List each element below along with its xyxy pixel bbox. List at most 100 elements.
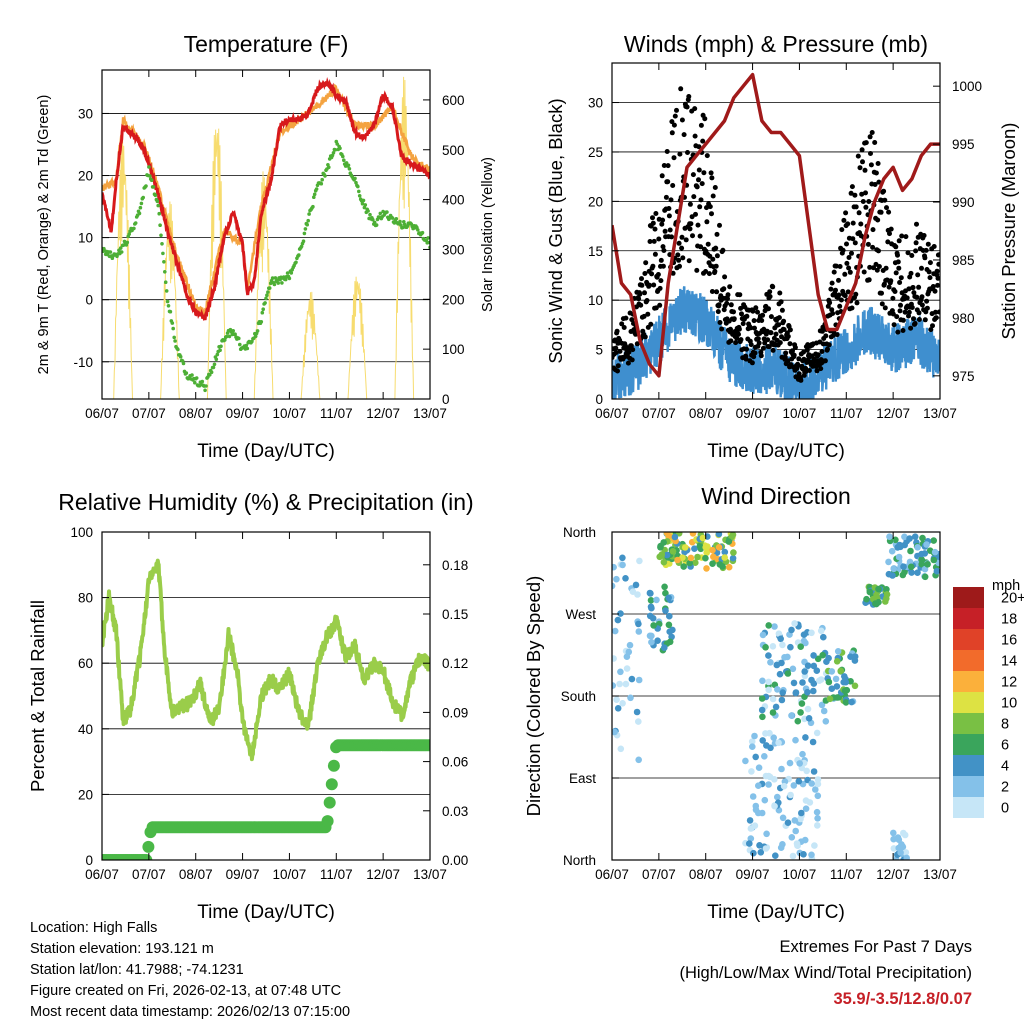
dewpoint-point: [227, 334, 232, 339]
dewpoint-point: [149, 178, 154, 182]
legend-swatch: [953, 650, 984, 671]
gust-point: [760, 345, 766, 351]
gust-point: [777, 340, 783, 346]
wind-direction-point: [792, 689, 800, 696]
gust-point: [842, 271, 848, 277]
x-tick-label: 11/07: [830, 406, 863, 421]
wind-direction-point: [804, 662, 812, 669]
gust-point: [935, 275, 940, 281]
gust-point: [642, 290, 647, 296]
y-tick-label: 25: [588, 145, 603, 160]
wind-direction-point: [749, 793, 757, 800]
gust-point: [642, 271, 648, 276]
wind-direction-point: [810, 662, 818, 670]
wind-direction-point: [616, 680, 623, 688]
wind-direction-point: [791, 620, 798, 627]
gust-point: [658, 278, 664, 284]
x-tick-label: 11/07: [830, 867, 863, 882]
wind-direction-point: [769, 695, 777, 703]
gust-point: [777, 290, 783, 296]
dewpoint-point: [264, 296, 268, 301]
gust-point: [731, 309, 736, 315]
gust-point: [743, 356, 749, 362]
wind-direction-point: [751, 822, 759, 829]
wind-direction-point: [635, 676, 643, 684]
gust-point: [795, 361, 801, 367]
wind-direction-point: [886, 533, 893, 540]
y-tick-label: 5: [595, 343, 603, 358]
wind-direction-point: [872, 600, 879, 607]
gust-point: [927, 275, 933, 281]
y-tick-label: 10: [78, 231, 93, 246]
wind-direction-point: [811, 842, 818, 849]
station-pressure-line: [612, 72, 940, 378]
wind-direction-point: [614, 705, 622, 712]
station-elevation: Station elevation: 193.121 m: [30, 941, 214, 957]
y2-tick-label: 600: [442, 93, 465, 108]
gust-point: [897, 308, 903, 314]
gust-point: [845, 289, 851, 295]
gust-point: [670, 183, 676, 188]
x-axis-label: Time (Day/UTC): [707, 902, 845, 923]
gust-point: [661, 248, 667, 253]
wind-direction-point: [847, 653, 854, 660]
wind-direction-point: [786, 759, 794, 767]
gust-point: [725, 292, 731, 298]
plot-frame: [101, 531, 431, 861]
wind-direction-point: [784, 819, 792, 826]
gust-point: [669, 234, 674, 240]
gust-point: [849, 184, 855, 190]
wind-direction-point: [799, 750, 806, 758]
gust-point: [900, 317, 906, 323]
gust-point: [623, 315, 629, 321]
wind-direction-point: [921, 565, 929, 573]
wind-direction-point: [832, 675, 840, 683]
x-tick-label: 12/07: [366, 406, 400, 421]
gust-point: [879, 290, 884, 296]
wind-direction-point: [666, 628, 673, 635]
wind-direction-point: [788, 834, 796, 841]
gust-point: [712, 268, 718, 274]
wind-direction-point: [765, 781, 772, 788]
gust-point: [873, 170, 879, 176]
gust-point: [898, 302, 903, 308]
wind-direction-point: [772, 703, 780, 711]
latest-data-timestamp: Most recent data timestamp: 2026/02/13 0…: [30, 1004, 351, 1020]
wind-direction-point: [719, 563, 726, 570]
sonic-wind-line: [612, 286, 940, 399]
wind-direction-point: [790, 782, 798, 789]
wind-direction-point: [883, 591, 891, 598]
wind-direction-point: [842, 678, 850, 686]
temp-9m-line: [102, 83, 430, 316]
plot-frame: [101, 69, 431, 400]
wind-direction-point: [921, 573, 929, 581]
precipitation-point: [321, 815, 334, 828]
gust-point: [826, 342, 832, 348]
y-tick-label: 0: [85, 293, 93, 308]
y-tick-label: East: [569, 771, 596, 786]
gust-point: [836, 277, 841, 283]
legend-swatch: [953, 713, 984, 734]
gust-point: [827, 300, 833, 306]
dewpoint-point: [266, 290, 270, 294]
gust-point: [890, 311, 896, 317]
gust-point: [915, 272, 921, 278]
wind-direction-point: [814, 792, 822, 800]
dewpoint-point: [153, 193, 158, 198]
wind-direction-point: [895, 844, 902, 852]
gust-point: [844, 241, 849, 247]
precipitation-point: [325, 778, 338, 791]
wind-direction-point: [710, 553, 717, 561]
wind-direction-point: [875, 585, 882, 593]
gust-point: [660, 244, 666, 250]
gust-point: [653, 305, 659, 311]
gust-point: [882, 197, 888, 203]
wind-direction-point: [769, 709, 777, 716]
dewpoint-point: [390, 216, 395, 220]
dewpoint-point: [163, 280, 168, 285]
gust-point: [787, 327, 793, 333]
wind-direction-point: [784, 653, 791, 661]
dewpoint-point: [171, 326, 175, 331]
gust-point: [842, 293, 848, 299]
wind-direction-point: [902, 849, 910, 856]
